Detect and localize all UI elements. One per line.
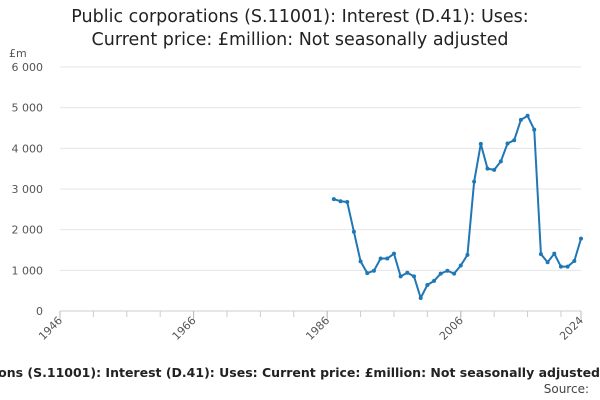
data-point (505, 141, 510, 146)
y-tick-label: 1 000 (12, 264, 44, 277)
x-tick-label: 1966 (170, 314, 199, 343)
y-tick-label: 0 (36, 305, 43, 318)
data-point (398, 274, 403, 279)
chart-title-line-2: Current price: £million: Not seasonally … (91, 30, 509, 50)
data-point (512, 138, 517, 143)
y-tick-label: 4 000 (12, 142, 44, 155)
data-point (558, 264, 563, 269)
data-point (371, 268, 376, 273)
series (331, 113, 583, 300)
grid (60, 66, 581, 312)
data-point (358, 259, 363, 264)
data-point (525, 113, 530, 118)
y-tick-label: 6 000 (12, 61, 44, 74)
data-point (338, 199, 343, 204)
data-point (552, 251, 557, 256)
data-point (405, 270, 410, 275)
data-point (538, 252, 543, 257)
source-label: Source: (543, 382, 589, 396)
x-tick-label: 1986 (303, 314, 332, 343)
x-axis: 1946 1966 1986 2006 2024 (36, 311, 586, 343)
chart-title: Public corporations (S.11001): Interest … (0, 6, 600, 52)
y-tick-label: 3 000 (12, 183, 44, 196)
data-point (385, 256, 390, 261)
data-point (331, 197, 336, 202)
data-point (378, 256, 383, 261)
data-point (485, 166, 490, 171)
data-point (351, 229, 356, 234)
data-point (412, 274, 417, 279)
chart-title-line-1: Public corporations (S.11001): Interest … (71, 7, 529, 27)
data-point (391, 251, 396, 256)
data-point (545, 260, 550, 265)
data-point (458, 263, 463, 268)
data-point (438, 271, 443, 276)
data-point (472, 179, 477, 184)
footer-caption: Public corporations (S.11001): Interest … (0, 365, 600, 383)
data-point (465, 252, 470, 257)
y-axis-label: £m (9, 47, 27, 60)
data-point (365, 271, 370, 276)
data-point (518, 117, 523, 122)
x-tick-label: 1946 (36, 314, 65, 343)
y-tick-label: 5 000 (12, 102, 44, 115)
footer-caption-text: Public corporations (S.11001): Interest … (0, 365, 600, 380)
y-axis: 0 1 000 2 000 3 000 4 000 5 000 6 000£m (9, 47, 43, 318)
data-point (345, 200, 350, 205)
data-point (432, 278, 437, 283)
y-tick-label: 2 000 (12, 224, 44, 237)
x-tick-label: 2024 (557, 314, 586, 343)
x-tick-label: 2006 (437, 314, 466, 343)
data-point (565, 264, 570, 269)
data-point (478, 141, 483, 146)
data-point (579, 236, 583, 241)
data-point (445, 268, 450, 273)
data-point (498, 159, 503, 164)
series-line (333, 114, 582, 299)
data-point (452, 271, 457, 276)
data-point (532, 127, 537, 132)
data-point (418, 295, 423, 300)
data-point (572, 258, 577, 263)
data-point (492, 167, 497, 172)
data-point (425, 282, 430, 287)
